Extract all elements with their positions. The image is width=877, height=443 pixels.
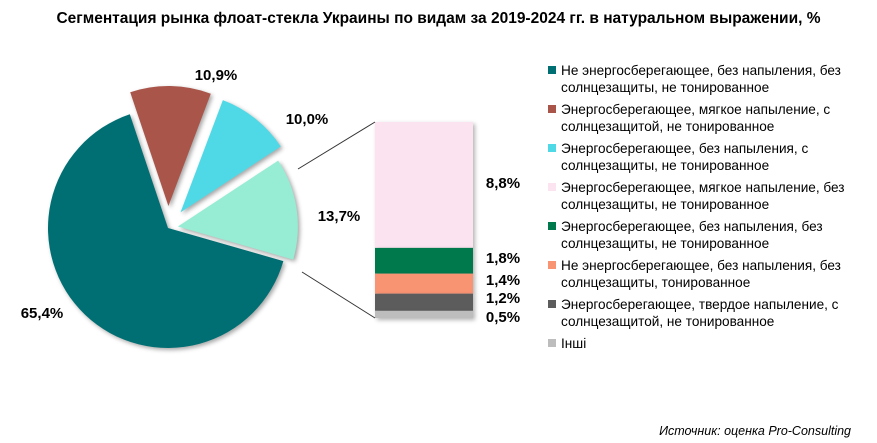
breakdown-segment: [375, 310, 473, 318]
legend-swatch: [548, 105, 556, 113]
legend-swatch: [548, 261, 556, 269]
legend-swatch: [548, 339, 556, 347]
legend-label: Не энергосберегающее, без напыления, без…: [561, 63, 841, 95]
pie-slice-label: 10,9%: [195, 67, 238, 84]
connector-line-bottom: [301, 271, 376, 319]
connector-line-top: [297, 121, 376, 170]
legend-swatch: [548, 183, 556, 191]
legend-label: Энергосберегающее, мягкое напыление, без…: [561, 180, 845, 212]
breakdown-label: 1,8%: [486, 250, 520, 267]
source-note: Источник: оценка Pro-Consulting: [659, 424, 851, 438]
legend-item: Энергосберегающее, мягкое напыление, с с…: [548, 101, 873, 135]
legend-item: Не энергосберегающее, без напыления, без…: [548, 62, 873, 96]
legend-item: Энергосберегающее, мягкое напыление, без…: [548, 179, 873, 213]
legend-swatch: [548, 66, 556, 74]
pie: [48, 86, 298, 348]
breakdown-label: 0,5%: [486, 309, 520, 326]
pie-slice: [48, 114, 284, 348]
legend: Не энергосберегающее, без напыления, без…: [548, 62, 873, 357]
legend-label: Энергосберегающее, твердое напыление, с …: [561, 297, 839, 329]
connector-lines: [297, 121, 376, 319]
legend-swatch: [548, 300, 556, 308]
breakdown-bar: [375, 122, 473, 318]
legend-swatch: [548, 222, 556, 230]
legend-label: Не энергосберегающее, без напыления, без…: [561, 258, 841, 290]
pie-slice: [177, 160, 298, 260]
chart-title: Сегментация рынка флоат-стекла Украины п…: [56, 10, 821, 27]
legend-item: Энергосберегающее, без напыления, с солн…: [548, 140, 873, 174]
legend-label: Энергосберегающее, без напыления, без со…: [561, 219, 823, 251]
breakdown-segment: [375, 247, 473, 274]
breakdown-segment: [375, 122, 473, 248]
pie-slice: [130, 86, 211, 207]
data-labels: 65,4% 10,9% 10,0% 13,7% 8,8% 1,8% 1,4%1,2% 0,5%: [21, 67, 520, 326]
legend-item: Энергосберегающее, без напыления, без со…: [548, 218, 873, 252]
pie-slice-label: 65,4%: [21, 305, 64, 322]
pie-slice: [180, 100, 281, 213]
legend-swatch: [548, 144, 556, 152]
legend-item: Інші: [548, 335, 873, 352]
breakdown-segment: [375, 293, 473, 311]
breakdown-label: 1,2%: [486, 290, 520, 307]
breakdown-label: 1,4%: [486, 272, 520, 289]
pie-slice-label: 10,0%: [286, 111, 329, 128]
legend-item: Энергосберегающее, твердое напыление, с …: [548, 296, 873, 330]
breakdown-segment: [375, 273, 473, 294]
breakdown-label: 8,8%: [486, 175, 520, 192]
legend-label: Энергосберегающее, мягкое напыление, с с…: [561, 102, 831, 134]
legend-label: Энергосберегающее, без напыления, с солн…: [561, 141, 809, 173]
pie-slice-label: 13,7%: [318, 208, 361, 225]
legend-item: Не энергосберегающее, без напыления, без…: [548, 257, 873, 291]
legend-label: Інші: [561, 336, 587, 351]
